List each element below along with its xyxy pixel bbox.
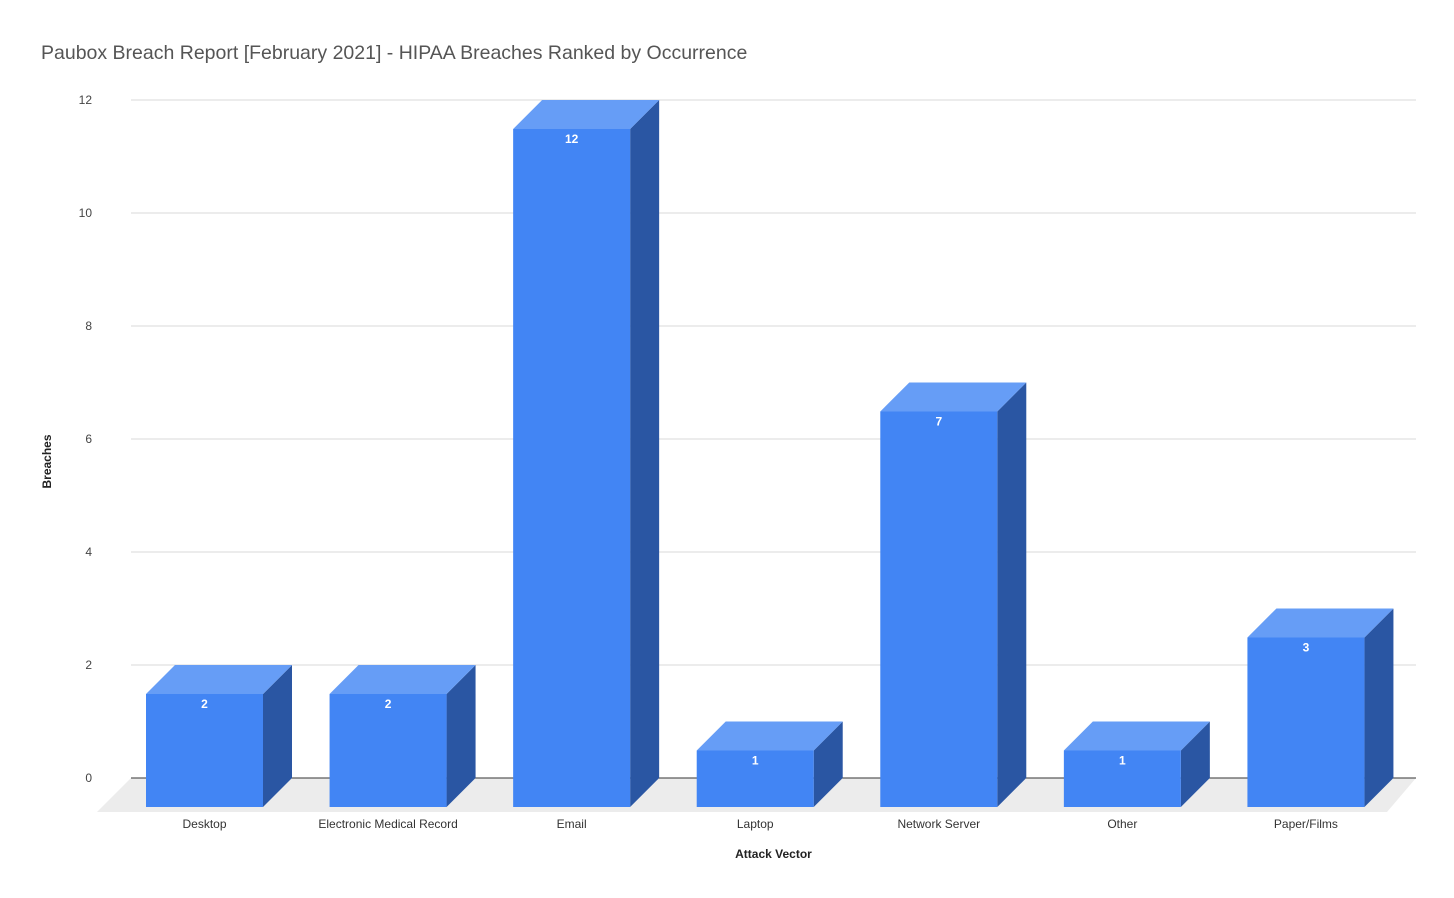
- x-axis-title: Attack Vector: [735, 847, 812, 861]
- bar-side: [263, 665, 292, 807]
- y-tick-label: 4: [85, 545, 92, 559]
- bar: 1: [696, 721, 843, 807]
- bar-front: [146, 694, 263, 807]
- bar-side: [1180, 721, 1210, 807]
- gridlines: [131, 99, 1416, 666]
- y-tick-label: 12: [79, 93, 93, 107]
- bar-side: [630, 100, 660, 807]
- data-label: 7: [935, 415, 942, 429]
- chart-title: Paubox Breach Report [February 2021] - H…: [41, 42, 747, 64]
- x-axis-categories: Desktop Electronic Medical Record Email Lap…: [182, 817, 1337, 831]
- data-label: 3: [1303, 641, 1310, 655]
- y-tick-label: 10: [79, 206, 93, 220]
- bar: 1: [1063, 721, 1210, 807]
- bar-front: [1247, 637, 1365, 807]
- bar-top: [1063, 721, 1210, 751]
- x-category-label: Laptop: [737, 817, 774, 831]
- bar-top: [696, 721, 843, 751]
- x-category-label: Desktop: [182, 817, 226, 831]
- bar-side: [446, 665, 476, 807]
- bar-top: [1247, 608, 1394, 638]
- bar-front: [329, 694, 447, 807]
- bar: 12: [513, 100, 660, 807]
- bar-top: [146, 665, 292, 694]
- data-label: 2: [385, 697, 392, 711]
- bar-top: [329, 665, 476, 694]
- x-category-label: Network Server: [897, 817, 980, 831]
- bar-top: [513, 100, 660, 129]
- bar: 2: [329, 665, 476, 807]
- data-label: 12: [565, 132, 579, 146]
- bar: 3: [1247, 608, 1394, 807]
- bar-top: [880, 382, 1027, 412]
- bar: 7: [880, 382, 1027, 807]
- bar-side: [997, 382, 1027, 807]
- data-label: 1: [752, 754, 759, 768]
- data-label: 2: [201, 697, 208, 711]
- y-tick-label: 0: [85, 771, 92, 785]
- bar-front: [513, 129, 631, 807]
- y-axis-ticks: 0 2 4 6 8 10 12: [79, 93, 93, 785]
- bar-front: [880, 411, 998, 807]
- x-category-label: Paper/Films: [1274, 817, 1338, 831]
- x-category-label: Other: [1107, 817, 1137, 831]
- y-axis-title: Breaches: [40, 434, 54, 488]
- data-label: 1: [1119, 754, 1126, 768]
- x-category-label: Email: [557, 817, 587, 831]
- y-tick-label: 6: [85, 432, 92, 446]
- bar-front: [696, 750, 814, 807]
- bar-side: [1364, 608, 1394, 807]
- bar: 2: [146, 665, 292, 807]
- y-tick-label: 2: [85, 658, 92, 672]
- bar-front: [1063, 750, 1181, 807]
- y-tick-label: 8: [85, 319, 92, 333]
- x-category-label: Electronic Medical Record: [318, 817, 457, 831]
- bar-side: [813, 721, 843, 807]
